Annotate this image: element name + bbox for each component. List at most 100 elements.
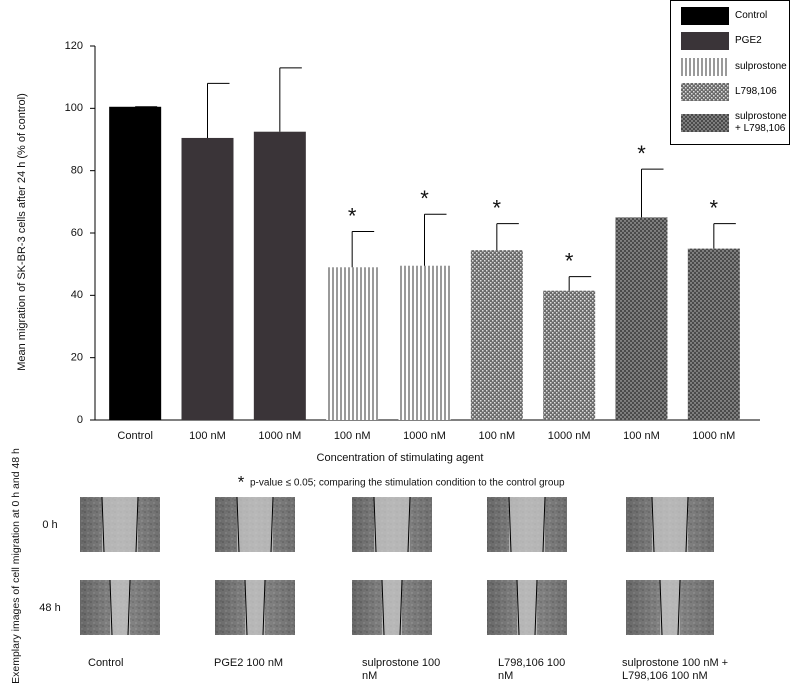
x-tick-label: 1000 nM — [403, 430, 446, 442]
error-bar — [713, 223, 736, 249]
scratch — [509, 497, 545, 552]
scratch — [517, 580, 537, 635]
legend-swatch — [681, 32, 729, 50]
scratch — [660, 580, 680, 635]
micrograph — [626, 496, 714, 553]
scratch-edge — [236, 496, 240, 553]
bar — [615, 217, 668, 420]
scratch — [237, 497, 273, 552]
column-label: PGE2 100 nM — [214, 657, 284, 669]
scratch-edge — [101, 496, 105, 553]
y-tick-label: 100 — [65, 102, 83, 114]
legend-swatch-fill — [681, 114, 729, 132]
bar — [326, 267, 379, 420]
x-tick-label: 100 nM — [189, 430, 226, 442]
images-y-label: Exemplary images of cell migration at 0 … — [10, 448, 22, 684]
column-label: sulprostone 100 nM — [362, 657, 441, 682]
error-bar — [496, 223, 519, 251]
micrograph — [80, 496, 160, 553]
legend-swatch — [681, 58, 729, 76]
micrograph — [215, 496, 295, 553]
legend-label: sulprostone + L798,106 — [735, 111, 787, 134]
scratch — [102, 497, 138, 552]
x-tick-label: 1000 nM — [692, 430, 735, 442]
micrograph — [352, 496, 432, 553]
scratch-edge — [109, 579, 113, 636]
scratch-edge — [651, 496, 655, 553]
bar — [687, 248, 740, 420]
y-tick-label: 80 — [71, 165, 83, 177]
bar — [398, 265, 451, 420]
x-tick-label: 1000 nM — [258, 430, 301, 442]
scratch-edge — [373, 496, 377, 553]
legend-swatch-fill — [681, 32, 729, 50]
scratch-edge — [135, 496, 139, 553]
error-bar — [568, 276, 592, 291]
scratch-edge — [262, 579, 266, 636]
micrograph — [215, 579, 295, 636]
bar — [543, 290, 596, 420]
error-bar — [641, 168, 664, 218]
scratch — [652, 497, 688, 552]
micrograph — [80, 579, 160, 636]
bar — [253, 131, 306, 421]
scratch-edge — [516, 579, 520, 636]
scratch-edge — [270, 496, 274, 553]
scratch-edge — [659, 579, 663, 636]
x-tick-label: 100 nM — [623, 430, 660, 442]
micrograph — [487, 496, 567, 553]
scratch-edge — [244, 579, 248, 636]
legend-label: L798,106 — [735, 86, 777, 97]
error-bar — [424, 213, 447, 266]
scratch-edge — [677, 579, 681, 636]
significance-marker: * — [710, 195, 719, 220]
y-tick-label: 60 — [71, 227, 83, 239]
scratch — [374, 497, 410, 552]
scratch-edge — [407, 496, 411, 553]
micrograph — [626, 579, 714, 636]
y-tick-label: 0 — [77, 414, 83, 426]
legend-swatch — [681, 114, 729, 132]
significance-marker: * — [637, 141, 646, 166]
legend-entry: Control — [681, 7, 795, 25]
legend: Control PGE2 sulprostone L798,106 sulproston… — [670, 0, 790, 145]
column-label: L798,106 100 nM — [498, 657, 566, 682]
bar — [470, 250, 523, 420]
x-tick-label: 100 nM — [478, 430, 515, 442]
scratch-edge — [685, 496, 689, 553]
error-bar — [207, 82, 230, 138]
column-label: sulprostone 100 nM + L798,106 100 nM — [622, 657, 729, 682]
row-label: 48 h — [39, 602, 60, 614]
scratch — [245, 580, 265, 635]
significance-marker: * — [348, 203, 357, 228]
significance-marker: * — [493, 195, 502, 220]
scratch — [382, 580, 402, 635]
scratch-edge — [127, 579, 131, 636]
legend-label: sulprostone — [735, 61, 787, 72]
error-bar — [351, 230, 375, 268]
y-axis-label: Mean migration of SK-BR-3 cells after 24… — [16, 93, 28, 371]
x-tick-label: Control — [117, 430, 152, 442]
y-tick-label: 40 — [71, 289, 83, 301]
significance-marker: * — [565, 248, 574, 273]
legend-swatch-fill — [681, 58, 729, 76]
legend-swatch — [681, 83, 729, 101]
x-axis-label: Concentration of stimulating agent — [317, 452, 484, 464]
legend-entry: sulprostone + L798,106 — [681, 111, 795, 135]
scratch-edge — [399, 579, 403, 636]
legend-entry: PGE2 — [681, 32, 795, 50]
x-tick-label: 1000 nM — [548, 430, 591, 442]
scratch-edge — [542, 496, 546, 553]
legend-swatch-fill — [681, 83, 729, 101]
legend-entry: sulprostone — [681, 58, 795, 76]
scratch-edge — [381, 579, 385, 636]
legend-label: Control — [735, 10, 768, 21]
x-tick-label: 100 nM — [334, 430, 371, 442]
error-bar — [279, 67, 302, 132]
row-label: 0 h — [42, 519, 57, 531]
scratch-edge — [534, 579, 538, 636]
micrograph — [487, 579, 567, 636]
footnote: p-value ≤ 0.05; comparing the stimulatio… — [250, 478, 565, 489]
images-y-label-text: Exemplary images of cell migration at 0 … — [10, 448, 22, 684]
